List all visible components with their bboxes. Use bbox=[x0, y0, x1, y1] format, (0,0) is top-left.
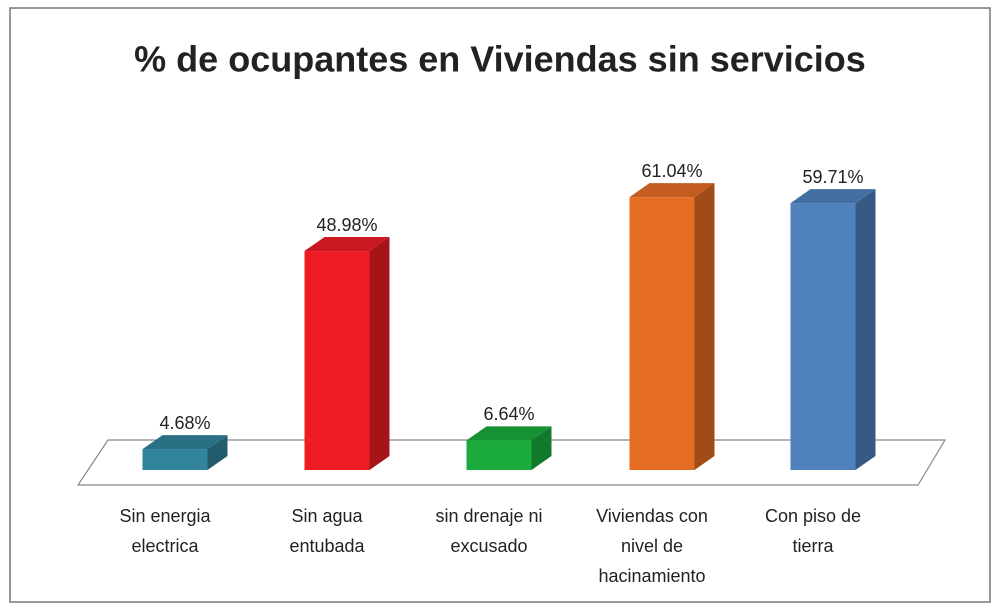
x-tick-label: sin drenaje ni bbox=[435, 506, 542, 526]
value-label: 48.98% bbox=[316, 215, 377, 235]
x-tick-label: excusado bbox=[450, 536, 527, 556]
bar-side bbox=[369, 237, 390, 470]
bar-top bbox=[142, 435, 228, 450]
x-tick-label: nivel de bbox=[621, 536, 683, 556]
bar-side bbox=[531, 426, 552, 470]
x-tick-label: tierra bbox=[792, 536, 834, 556]
bar-side bbox=[694, 183, 715, 471]
value-label: 6.64% bbox=[483, 404, 534, 424]
value-label: 59.71% bbox=[802, 167, 863, 187]
x-tick-label: Sin energia bbox=[119, 506, 211, 526]
bar bbox=[466, 440, 532, 470]
bar-top bbox=[466, 426, 552, 441]
value-label: 61.04% bbox=[641, 161, 702, 181]
bar-top bbox=[304, 237, 390, 252]
x-tick-label: electrica bbox=[131, 536, 199, 556]
bar-side bbox=[855, 189, 876, 470]
x-tick-label: Viviendas con bbox=[596, 506, 708, 526]
bar-side bbox=[207, 435, 228, 470]
value-label: 4.68% bbox=[159, 413, 210, 433]
x-tick-label: Sin agua bbox=[291, 506, 363, 526]
bar-top bbox=[629, 183, 715, 198]
x-tick-label: Con piso de bbox=[765, 506, 861, 526]
bar-top bbox=[790, 189, 876, 204]
bar bbox=[790, 203, 856, 470]
bar bbox=[142, 449, 208, 470]
bar bbox=[629, 197, 695, 471]
bar bbox=[304, 251, 370, 470]
chart-title: % de ocupantes en Viviendas sin servicio… bbox=[134, 39, 866, 80]
x-tick-label: hacinamiento bbox=[598, 566, 705, 586]
x-tick-label: entubada bbox=[289, 536, 365, 556]
